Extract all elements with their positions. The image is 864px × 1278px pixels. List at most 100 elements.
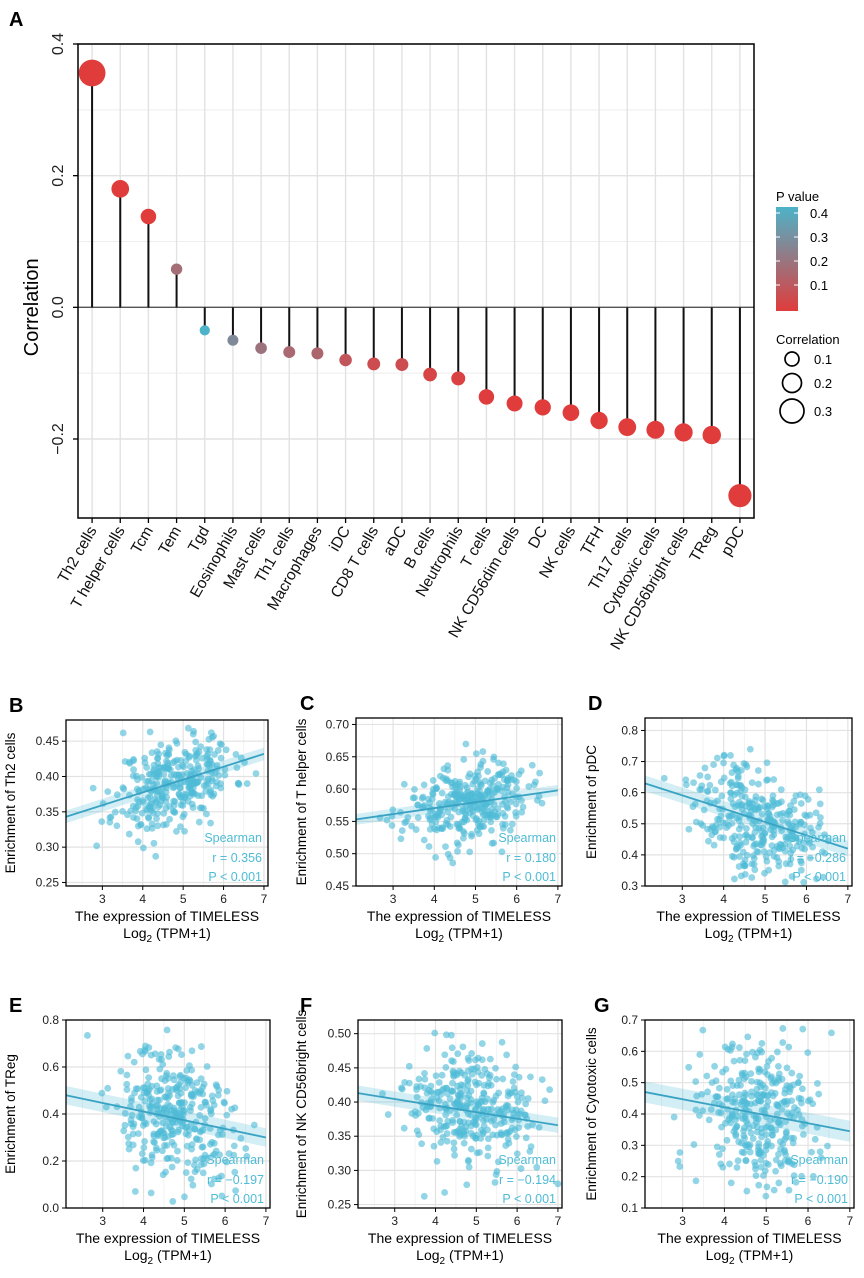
scatter-point bbox=[734, 1157, 742, 1165]
scatter-point bbox=[163, 1142, 171, 1149]
scatter-point bbox=[478, 1040, 486, 1047]
x-tick-label: 5 bbox=[473, 1214, 480, 1228]
scatter-point bbox=[147, 1103, 155, 1110]
scatter-point bbox=[460, 1139, 468, 1147]
scatter-point bbox=[721, 1043, 729, 1051]
scatter-point bbox=[164, 759, 172, 767]
scatter-point bbox=[437, 1139, 445, 1146]
scatter-point bbox=[704, 773, 712, 781]
scatter-point bbox=[799, 839, 807, 847]
scatter-point bbox=[690, 779, 697, 787]
scatter-point bbox=[84, 1032, 91, 1039]
scatter-point bbox=[120, 785, 128, 793]
scatter-point bbox=[488, 826, 495, 834]
scatter-point bbox=[471, 1120, 479, 1128]
scatter-point bbox=[816, 800, 824, 808]
scatter-point bbox=[147, 1159, 155, 1167]
scatter-point bbox=[221, 1099, 228, 1107]
x-tick-label: 4 bbox=[140, 1214, 147, 1228]
scatter-point bbox=[808, 1148, 815, 1156]
y-tick-label: 0.0 bbox=[50, 296, 67, 318]
scatter-point bbox=[767, 817, 775, 824]
scatter-point bbox=[132, 1085, 140, 1093]
scatter-point bbox=[759, 836, 767, 844]
scatter-point bbox=[736, 1056, 744, 1064]
scatter-point bbox=[815, 1090, 823, 1098]
x-tick-label: 6 bbox=[803, 892, 810, 906]
scatter-point bbox=[106, 818, 114, 826]
scatter-point bbox=[409, 794, 417, 802]
scatter-point bbox=[499, 824, 507, 832]
scatter-point bbox=[89, 784, 97, 792]
scatter-point bbox=[177, 1105, 185, 1113]
scatter-point bbox=[453, 1071, 461, 1079]
scatter-point bbox=[799, 1025, 807, 1033]
scatter-point bbox=[720, 751, 728, 759]
scatter-point bbox=[735, 798, 743, 806]
scatter-point bbox=[749, 800, 756, 808]
x-tick-label: 6 bbox=[805, 1214, 812, 1228]
legend-p-label: 0.1 bbox=[810, 278, 828, 293]
scatter-point bbox=[139, 1050, 146, 1058]
scatter-point bbox=[482, 800, 490, 808]
scatter-point bbox=[800, 878, 808, 886]
scatter-point bbox=[400, 1124, 408, 1132]
scatter-point bbox=[197, 1043, 205, 1050]
scatter-point bbox=[444, 762, 452, 770]
scatter-point bbox=[538, 1076, 546, 1083]
scatter-point bbox=[731, 875, 738, 883]
scatter-point bbox=[423, 1045, 431, 1052]
scatter-point bbox=[697, 820, 705, 827]
scatter-point bbox=[436, 1117, 444, 1124]
scatter-point bbox=[142, 1120, 150, 1128]
lollipop-dot bbox=[506, 395, 523, 412]
scatter-point bbox=[763, 857, 771, 865]
scatter-point bbox=[178, 1051, 185, 1059]
scatter-point bbox=[413, 1093, 421, 1101]
scatter-point bbox=[432, 812, 440, 820]
scatter-point bbox=[174, 1147, 181, 1155]
lollipop-dot bbox=[478, 389, 495, 405]
stats-method: Spearman bbox=[790, 1153, 848, 1167]
scatter-point bbox=[150, 1118, 158, 1126]
scatter-point bbox=[769, 796, 776, 804]
scatter-point bbox=[413, 1086, 420, 1093]
scatter-point bbox=[710, 761, 717, 769]
scatter-point bbox=[754, 1097, 762, 1104]
scatter-point bbox=[527, 1073, 534, 1081]
scatter-point bbox=[159, 1060, 167, 1068]
stats-method: Spearman bbox=[204, 831, 262, 845]
x-tick-label: 7 bbox=[555, 892, 562, 906]
lollipop-dot bbox=[590, 411, 608, 430]
scatter-point bbox=[506, 1127, 514, 1135]
scatter-point bbox=[518, 1094, 526, 1102]
y-tick-label: 0.5 bbox=[621, 817, 638, 831]
scatter-point bbox=[442, 775, 450, 783]
legend-p-value: P value 0.4 0.3 0.2 0.1 bbox=[776, 189, 828, 311]
scatter-point bbox=[478, 1056, 486, 1064]
scatter-point bbox=[752, 793, 760, 800]
scatter-point bbox=[144, 813, 152, 821]
scatter-point bbox=[758, 795, 765, 803]
y-tick-label: 0.35 bbox=[36, 805, 60, 819]
x-axis-subtitle: Log2 (TPM+1) bbox=[415, 925, 503, 945]
scatter-point bbox=[426, 799, 434, 807]
scatter-point bbox=[157, 741, 165, 749]
y-tick-label: 0.65 bbox=[326, 750, 350, 764]
scatter-point bbox=[140, 1089, 148, 1097]
scatter-point bbox=[111, 808, 119, 816]
y-tick-label: 0.7 bbox=[621, 1013, 638, 1027]
scatter-point bbox=[484, 1135, 492, 1143]
scatter-point bbox=[465, 773, 472, 781]
scatter-point bbox=[749, 1048, 756, 1056]
scatter-point bbox=[428, 1095, 435, 1103]
scatter-point bbox=[198, 804, 206, 812]
scatter-point bbox=[794, 1078, 802, 1086]
scatter-point bbox=[127, 807, 135, 815]
scatter-point bbox=[682, 781, 690, 789]
scatter-point bbox=[426, 825, 434, 833]
y-tick-label: 0.3 bbox=[621, 879, 638, 893]
scatter-point bbox=[435, 1097, 443, 1105]
